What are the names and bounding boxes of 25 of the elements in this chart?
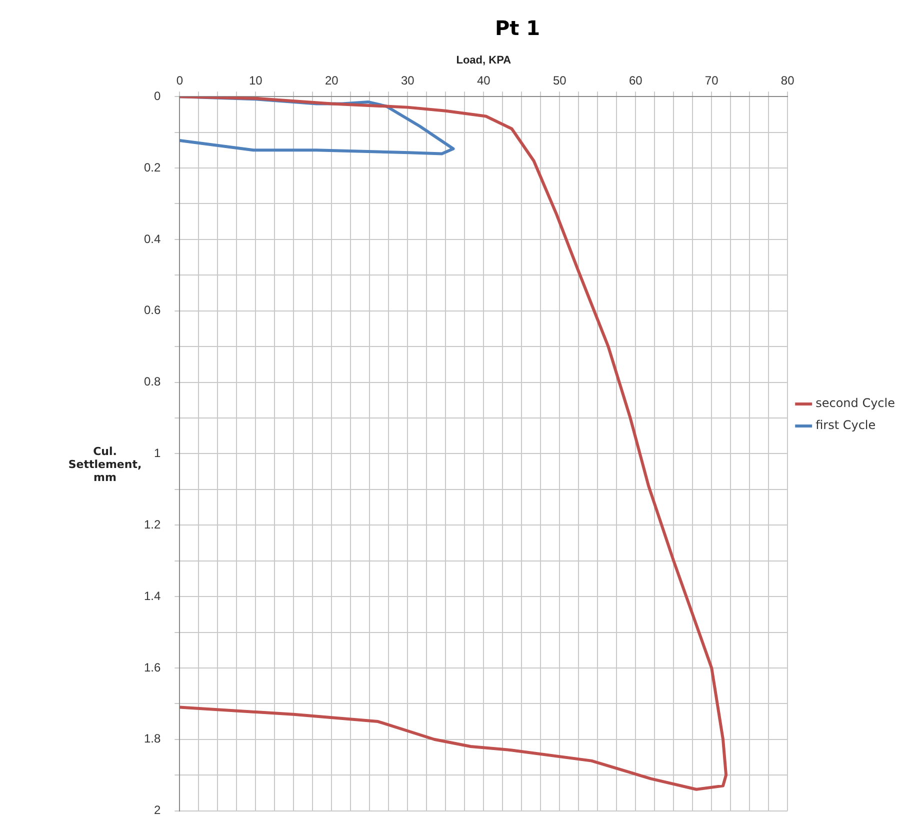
legend-label: second Cycle — [816, 396, 895, 410]
y-tick-label: 2 — [154, 803, 161, 818]
y-tick-label: 1.8 — [144, 732, 161, 746]
y-tick-label: 1.2 — [144, 517, 161, 532]
y-tick-label: 1.6 — [144, 660, 161, 674]
y-axis-title: Cul. Settlement, mm — [67, 445, 143, 484]
y-tick-label: 0.4 — [144, 232, 161, 246]
x-tick-label: 70 — [704, 74, 719, 88]
y-tick-label: 0.2 — [144, 160, 161, 174]
y-tick-label: 0.6 — [144, 303, 161, 318]
y-tick-label: 1.4 — [144, 588, 161, 603]
y-tick-label: 0.8 — [144, 374, 161, 389]
x-tick-label: 10 — [248, 74, 263, 88]
x-tick-label: 60 — [628, 74, 643, 88]
y-tick-label: 1 — [154, 446, 161, 460]
x-tick-label: 40 — [476, 74, 491, 88]
x-axis-title: Load, KPA — [456, 54, 512, 67]
legend-label: first Cycle — [816, 418, 876, 432]
chart-title: Pt 1 — [494, 16, 540, 40]
x-tick-label: 0 — [176, 74, 184, 88]
x-tick-label: 80 — [780, 74, 795, 88]
x-tick-label: 30 — [400, 74, 415, 88]
y-tick-label: 0 — [154, 88, 161, 103]
x-tick-label: 50 — [552, 74, 567, 88]
x-tick-label: 20 — [324, 74, 339, 88]
